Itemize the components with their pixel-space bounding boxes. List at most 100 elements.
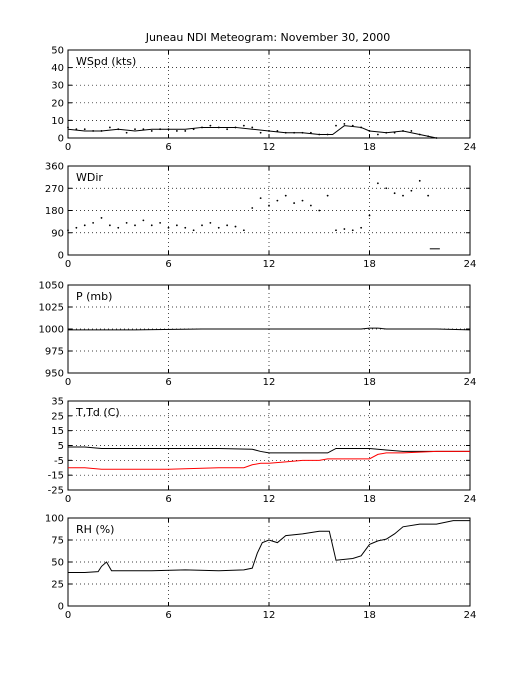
x-tick-label: 6 [165,494,171,505]
x-tick-label: 18 [363,142,376,153]
data-point [108,224,111,227]
data-point [360,226,363,229]
y-tick-label: 25 [51,580,64,591]
panel-label: T,Td (C) [75,406,120,419]
y-tick-label: 25 [51,411,64,422]
data-point [318,209,321,212]
data-point [142,219,145,222]
y-tick-label: -15 [48,471,64,482]
data-point [343,228,346,230]
panel-label: WSpd (kts) [76,55,136,68]
y-tick-label: 360 [45,162,64,173]
x-tick-label: 24 [464,142,477,153]
data-point [125,221,128,224]
data-point [184,130,187,132]
x-tick-label: 24 [464,377,477,388]
x-tick-label: 6 [165,259,171,270]
x-tick-label: 18 [363,259,376,270]
data-point [167,226,170,229]
y-tick-label: 10 [51,116,64,127]
y-tick-label: 20 [51,98,64,109]
y-tick-label: 15 [51,426,64,437]
y-tick-label: 75 [51,536,64,547]
data-point [209,124,212,127]
panel-label: P (mb) [76,290,112,303]
data-point [259,131,262,134]
data-point [175,224,178,227]
data-point [301,199,304,202]
x-tick-label: 0 [65,142,71,153]
x-tick-label: 12 [263,494,276,505]
y-tick-label: -5 [54,456,64,467]
y-tick-label: 5 [58,441,64,452]
data-point [284,194,287,197]
x-tick-label: 24 [464,610,477,621]
data-point [159,221,162,224]
data-point [209,221,212,224]
x-tick-label: 12 [263,259,276,270]
series-line [68,450,470,470]
data-point [293,202,296,204]
panel-3: 0 6 12 18 24 -25 -15 -5 5 15 25 35 T,Td (C) [48,397,477,506]
data-point [335,229,337,232]
data-point [410,130,413,132]
y-tick-label: 50 [51,46,64,57]
data-point [251,126,254,129]
data-point [150,130,153,132]
series-line [68,446,470,454]
data-point [402,194,404,197]
y-tick-label: -25 [48,486,64,497]
panel-1: 0 6 12 18 24 0 90 180 270 360 WDir [45,162,476,271]
data-point [268,204,270,207]
data-point [309,204,312,207]
data-point [100,217,103,219]
data-point [418,179,421,182]
series-line [68,327,471,331]
y-tick-label: 35 [51,397,64,408]
data-point [134,224,136,227]
x-tick-label: 6 [165,610,171,621]
data-point [117,226,120,229]
panel-2: 0 6 12 18 24 950 975 1000 1025 1050 P (mb) [39,281,477,389]
y-tick-label: 975 [45,347,64,358]
data-point [201,224,203,227]
y-tick-label: 0 [58,134,64,145]
data-point [134,128,136,131]
data-point [335,124,337,127]
panel-0: 0 6 12 18 24 0 10 20 30 40 50 WSpd (kts) [51,46,476,154]
data-point [259,197,262,200]
y-tick-label: 40 [51,63,64,74]
x-tick-label: 12 [263,610,276,621]
data-point [108,126,111,129]
data-point [326,194,329,197]
data-point [410,189,413,192]
y-tick-label: 50 [51,558,64,569]
data-point [393,192,396,195]
x-tick-label: 0 [65,259,71,270]
x-tick-label: 18 [363,494,376,505]
data-point [226,128,229,131]
data-point [67,126,69,129]
data-point [150,224,153,227]
x-tick-label: 24 [464,259,477,270]
y-tick-label: 180 [45,206,64,217]
data-point [67,229,69,232]
x-tick-label: 18 [363,377,376,388]
x-tick-label: 0 [65,377,71,388]
data-point [226,224,229,227]
data-point [376,182,379,185]
data-point [276,199,279,202]
y-tick-label: 1000 [39,325,64,336]
chart-title: Juneau NDI Meteogram: November 30, 2000 [145,31,391,44]
series-line [67,125,437,139]
data-point [368,214,371,217]
data-point [125,131,128,134]
data-point [251,207,254,209]
panel-label: RH (%) [76,523,114,536]
y-tick-label: 1050 [39,281,64,292]
data-point [217,226,220,229]
x-tick-label: 24 [464,494,477,505]
x-tick-label: 6 [165,377,171,388]
x-tick-label: 0 [65,494,71,505]
data-point [83,224,86,227]
